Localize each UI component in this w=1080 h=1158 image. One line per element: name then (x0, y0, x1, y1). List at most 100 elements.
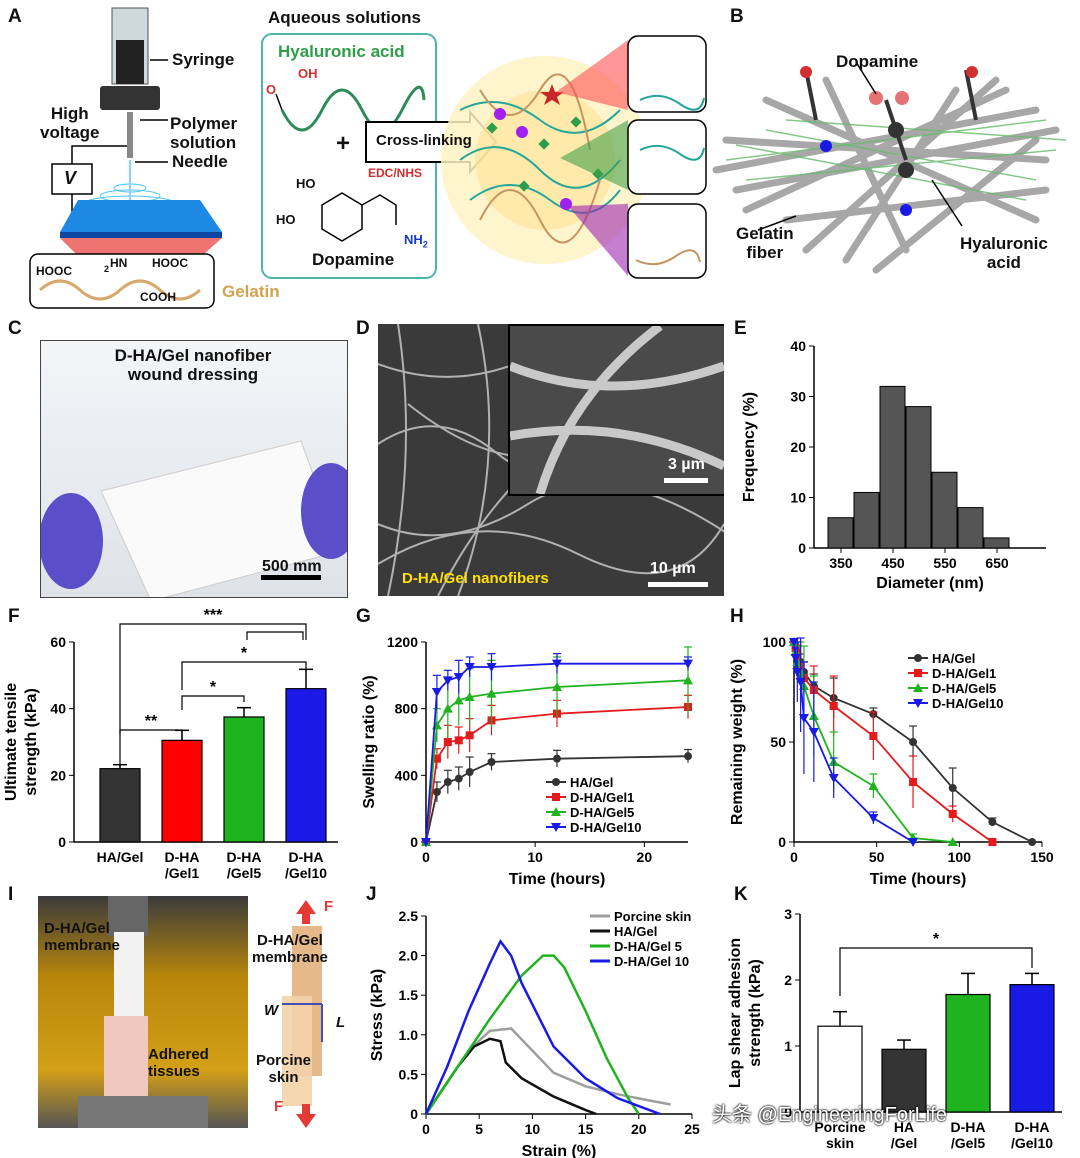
b-gelatin-fiber-label: Gelatin fiber (736, 224, 794, 262)
dopamine-ho1: HO (296, 176, 316, 191)
y-axis-title: Stress (kPa) (369, 969, 386, 1062)
legend-label: HA/Gel (614, 924, 657, 939)
i-adhered-label: Adhered tissues (148, 1046, 209, 1080)
y-axis-title: Remaining weight (%) (729, 659, 746, 825)
x-tick-label: D-HA (165, 849, 200, 865)
series-line (424, 938, 661, 1116)
gelatin-hooc1: HOOC (36, 264, 72, 278)
legend-label: D-HA/Gel5 (570, 805, 634, 820)
data-point (442, 703, 453, 713)
y-tick-label: 400 (395, 767, 419, 783)
sig-bracket-4-label: ** (145, 713, 158, 730)
sig-bracket-label: * (933, 931, 940, 948)
x-tick-label: 10 (525, 1121, 541, 1137)
x-tick-label: 0 (790, 849, 798, 865)
data-point (453, 695, 464, 705)
y-tick-label: 1200 (387, 634, 418, 650)
data-point (487, 758, 496, 766)
sem-image (378, 324, 724, 596)
data-point (486, 688, 497, 698)
i-f-bottom: F (274, 1098, 284, 1115)
high-voltage-label: High voltage (40, 104, 100, 142)
x-tick-label: 650 (985, 555, 1009, 571)
y-tick-label: 2.5 (399, 908, 419, 924)
y-axis-title: Frequency (%) (741, 392, 758, 502)
d-inset-scalebar (664, 478, 708, 483)
gelatin-cooh: COOH (140, 290, 176, 304)
legend-label: D-HA/Gel5 (932, 681, 996, 696)
data-point (789, 638, 799, 647)
x-tick-label: Porcine (814, 1119, 866, 1135)
x-axis-title: Time (hours) (870, 871, 967, 888)
x-axis-title: Strain (%) (522, 1143, 597, 1158)
data-point (948, 810, 957, 818)
data-point (552, 659, 562, 669)
gelatin-hn: HN (110, 256, 128, 270)
chart-g: 0 400 800 1200 0 10 20 Time (hours) Swelling rat… (361, 634, 693, 888)
legend-label: HA/Gel (570, 775, 613, 790)
x-tick-label: 20 (631, 1121, 647, 1137)
x-tick-label: 0 (422, 849, 430, 865)
x-tick-label: D-HA (289, 849, 324, 865)
x-tick-label: D-HA (227, 849, 262, 865)
panel-h-letter: H (730, 606, 744, 627)
y-tick-label: 0 (410, 1106, 418, 1122)
i-l-label: L (336, 1014, 346, 1031)
edc-nhs-label: EDC/NHS (368, 166, 423, 180)
y-axis-title: Lap shear adhesion (727, 938, 744, 1088)
legend-marker (914, 654, 922, 662)
y-tick-label: 3 (784, 906, 792, 922)
x-tick-label: HA/Gel (97, 849, 144, 865)
bar (223, 716, 265, 843)
series-line (425, 679, 689, 843)
x-tick-label: /Gel10 (285, 865, 327, 881)
y-tick-label: 30 (790, 389, 806, 405)
x-tick-label: D-HA (1015, 1119, 1050, 1135)
data-point (869, 732, 878, 740)
data-point (421, 838, 431, 847)
carboxyl-o: O (266, 82, 277, 97)
panel-a-letter: A (8, 6, 22, 27)
legend-label: D-HA/Gel10 (932, 696, 1004, 711)
c-scale-label: 500 mm (262, 558, 322, 575)
x-tick-label: 550 (933, 555, 957, 571)
bar (945, 993, 991, 1113)
panel-f-letter: F (8, 606, 20, 627)
crosslinking-label: Cross-linking (376, 132, 472, 149)
data-point (868, 814, 879, 823)
sem-inset (508, 324, 724, 496)
data-point (432, 788, 441, 796)
y-tick-label: 10 (790, 490, 806, 506)
carboxyl-oh: OH (298, 66, 318, 81)
data-point (792, 668, 803, 677)
d-scale-label: 10 µm (650, 560, 696, 577)
x-tick-label: 10 (527, 849, 543, 865)
x-tick-label: 350 (829, 555, 853, 571)
data-point (453, 673, 464, 682)
data-point (465, 731, 474, 740)
sig-bracket-2-label: * (241, 645, 248, 662)
legend-label: D-HA/Gel1 (932, 666, 996, 681)
gelatin-hooc2: HOOC (152, 256, 188, 270)
x-tick-label: /Gel1 (165, 865, 199, 881)
watermark: 头条 @EngineeringForLife (712, 1104, 947, 1126)
i-f-top: F (324, 898, 334, 915)
panel-j-letter: J (366, 884, 377, 905)
panel-d-letter: D (356, 318, 370, 339)
voltage-symbol: V (64, 168, 77, 188)
y-axis-title: strength (kPa) (747, 959, 764, 1067)
data-point (552, 682, 562, 691)
y-tick-label: 60 (50, 634, 66, 650)
x-tick-label: 20 (637, 849, 653, 865)
x-tick-label: 50 (869, 849, 885, 865)
chart-j: 0 0.5 1.0 1.5 2.0 2.5 0 5 10 15 20 25 Strain (%) Stre… (369, 908, 700, 1158)
y-tick-label: 20 (50, 767, 66, 783)
data-point (948, 784, 957, 792)
sig-bracket-3-label: * (210, 679, 217, 696)
data-point (486, 663, 497, 672)
legend-marker (914, 669, 922, 677)
legend-marker (551, 823, 561, 832)
sig-bracket-4 (119, 729, 183, 764)
